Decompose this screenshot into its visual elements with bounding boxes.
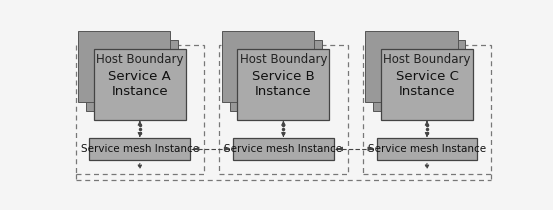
Bar	[79, 31, 170, 102]
Text: Service C
Instance: Service C Instance	[395, 70, 458, 98]
Text: Host Boundary: Host Boundary	[239, 53, 327, 66]
Text: Service A
Instance: Service A Instance	[108, 70, 171, 98]
Bar	[381, 49, 473, 120]
Bar	[373, 40, 465, 111]
Text: Host Boundary: Host Boundary	[383, 53, 471, 66]
Bar	[90, 138, 190, 160]
Bar	[377, 138, 477, 160]
Text: Service B
Instance: Service B Instance	[252, 70, 315, 98]
Bar	[229, 40, 322, 111]
Bar	[86, 40, 178, 111]
Bar	[233, 138, 334, 160]
Text: Service mesh Instance: Service mesh Instance	[225, 144, 342, 154]
Text: Service mesh Instance: Service mesh Instance	[81, 144, 199, 154]
Bar	[94, 49, 186, 120]
Text: Host Boundary: Host Boundary	[96, 53, 184, 66]
Bar	[366, 31, 458, 102]
Text: Service mesh Instance: Service mesh Instance	[368, 144, 486, 154]
Bar	[363, 45, 491, 174]
Bar	[76, 45, 204, 174]
Bar	[237, 49, 330, 120]
Bar	[219, 45, 348, 174]
Bar	[222, 31, 314, 102]
